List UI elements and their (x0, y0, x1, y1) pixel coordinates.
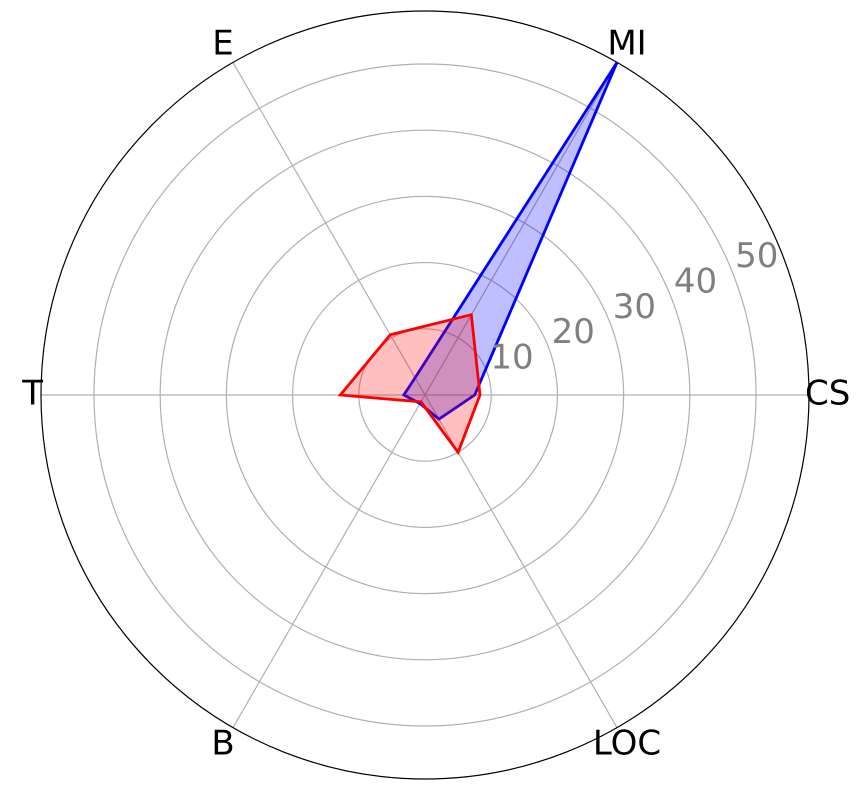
series-layer (337, 61, 619, 456)
series-1-line (401, 61, 619, 421)
axis-label-e: E (212, 24, 233, 64)
r-tick-label-10: 10 (490, 337, 533, 377)
axis-label-b: B (211, 723, 234, 763)
r-tick-label-40: 40 (674, 261, 717, 301)
series-2-line (337, 312, 482, 456)
axis-label-mi: MI (607, 24, 646, 64)
grid-layer (40, 10, 810, 780)
spoke-e (232, 62, 426, 396)
spoke-b (232, 394, 426, 728)
axis-label-t: T (21, 374, 43, 414)
spoke-mi (424, 62, 618, 396)
outer-frame (40, 10, 810, 780)
axis-label-cs: CS (805, 374, 850, 414)
label-layer: 10 20 30 40 50 CS MI E T B LOC (21, 24, 850, 764)
axis-label-loc: LOC (593, 723, 661, 763)
r-tick-label-50: 50 (735, 236, 778, 276)
series-2-area (340, 314, 480, 453)
r-tick-label-30: 30 (613, 287, 656, 327)
series-1-area (403, 62, 617, 420)
r-tick-label-20: 20 (552, 312, 595, 352)
